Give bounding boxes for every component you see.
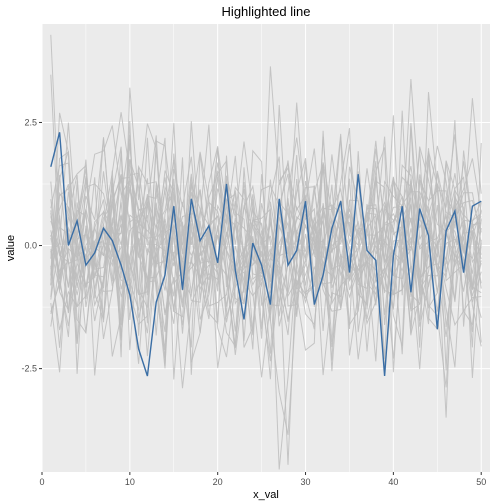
highlighted-series-line bbox=[50, 132, 482, 377]
x-tick-label: 10 bbox=[125, 477, 135, 487]
y-tick-label: 2.5 bbox=[24, 117, 37, 127]
x-tick-label: 30 bbox=[301, 477, 311, 487]
x-axis-ticks: 0 10 20 30 40 50 bbox=[39, 472, 486, 487]
x-tick-label: 50 bbox=[476, 477, 486, 487]
x-tick-label: 0 bbox=[39, 477, 44, 487]
background-series-line bbox=[50, 160, 482, 379]
highlighted-series-group bbox=[50, 132, 482, 377]
background-series-line bbox=[50, 102, 482, 373]
y-axis-ticks: -2.5 0.0 2.5 bbox=[21, 117, 42, 374]
chart-title: Highlighted line bbox=[222, 4, 311, 19]
background-series-line bbox=[50, 104, 482, 372]
background-series-line bbox=[50, 120, 482, 418]
background-series-line bbox=[50, 110, 482, 378]
background-series-line bbox=[50, 143, 482, 355]
y-tick-label: 0.0 bbox=[24, 241, 37, 251]
y-tick-label: -2.5 bbox=[21, 364, 37, 374]
x-axis-title: x_val bbox=[253, 489, 279, 501]
x-tick-label: 20 bbox=[213, 477, 223, 487]
background-series-group bbox=[50, 34, 482, 470]
background-series-line bbox=[50, 135, 482, 362]
y-axis-title: value bbox=[5, 235, 17, 261]
x-tick-label: 40 bbox=[388, 477, 398, 487]
